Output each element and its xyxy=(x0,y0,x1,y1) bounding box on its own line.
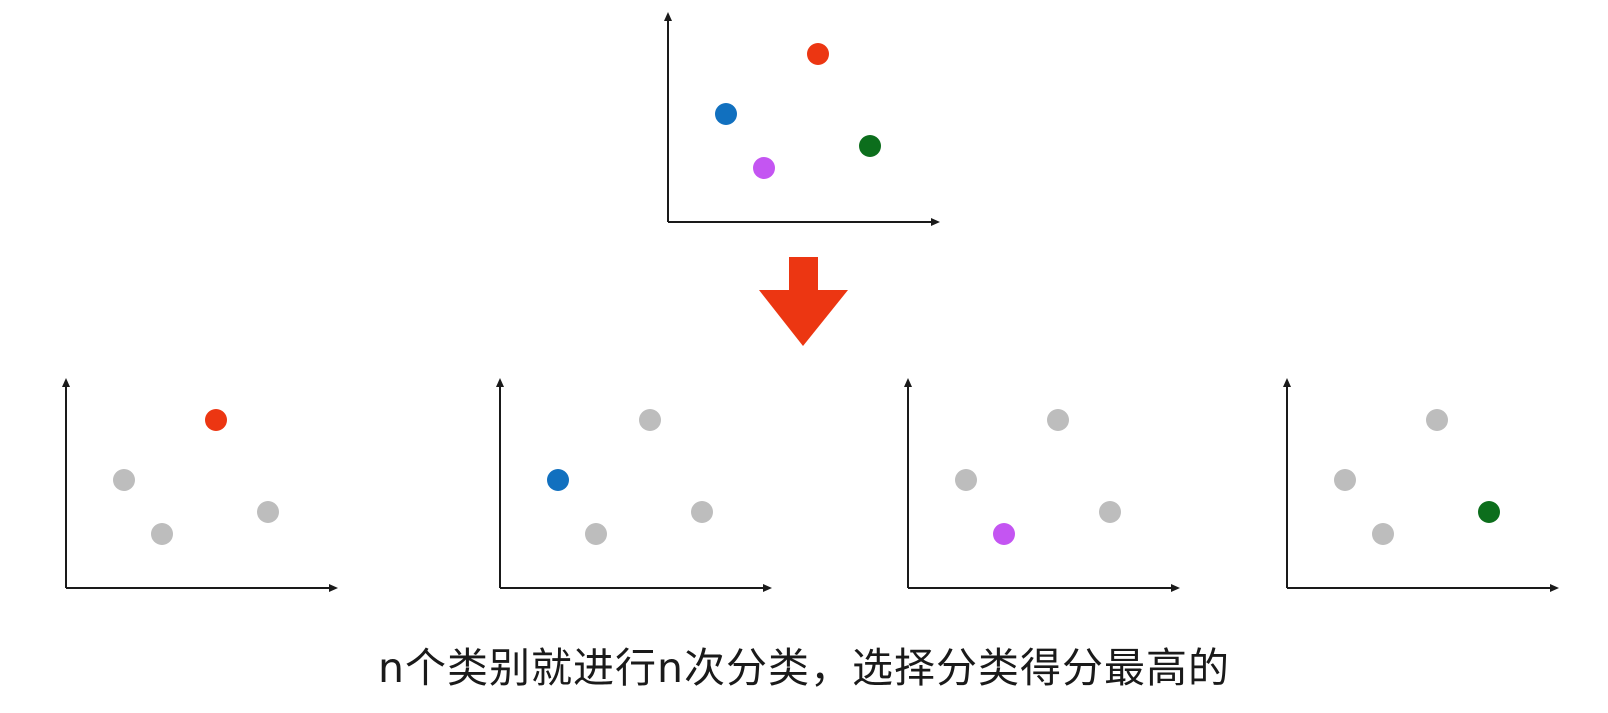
binary-plot-green-axes xyxy=(1283,378,1559,592)
binary-plot-red-axes xyxy=(62,378,338,592)
binary-plot-red-point-purple xyxy=(151,523,173,545)
binary-plot-green-point-purple xyxy=(1372,523,1394,545)
binary-plot-purple-y-arrowhead-icon xyxy=(904,378,912,387)
binary-plot-purple-point-blue xyxy=(955,469,977,491)
binary-plot-blue-point-purple xyxy=(585,523,607,545)
all-classes-plot-point-purple xyxy=(753,157,775,179)
binary-plot-green-point-green xyxy=(1478,501,1500,523)
binary-plot-green xyxy=(1283,378,1559,592)
all-classes-plot-point-green xyxy=(859,135,881,157)
binary-plot-red-y-arrowhead-icon xyxy=(62,378,70,387)
binary-plot-blue-point-red xyxy=(639,409,661,431)
all-classes-plot xyxy=(664,12,940,226)
binary-plot-red-x-arrowhead-icon xyxy=(329,584,338,592)
down-arrow-icon xyxy=(759,257,848,346)
down-arrow-shaft xyxy=(789,257,818,293)
binary-plot-purple-axes xyxy=(904,378,1180,592)
binary-plot-red-point-green xyxy=(257,501,279,523)
binary-plot-blue-x-arrowhead-icon xyxy=(763,584,772,592)
all-classes-plot-axes xyxy=(664,12,940,226)
all-classes-plot-x-arrowhead-icon xyxy=(931,218,940,226)
binary-plot-purple xyxy=(904,378,1180,592)
binary-plot-blue-point-green xyxy=(691,501,713,523)
binary-plot-green-y-arrowhead-icon xyxy=(1283,378,1291,387)
binary-plot-blue xyxy=(496,378,772,592)
binary-plot-blue-y-arrowhead-icon xyxy=(496,378,504,387)
binary-plot-green-point-blue xyxy=(1334,469,1356,491)
binary-plot-blue-axes xyxy=(496,378,772,592)
binary-plot-red xyxy=(62,378,338,592)
binary-plot-green-x-arrowhead-icon xyxy=(1550,584,1559,592)
binary-plot-green-point-red xyxy=(1426,409,1448,431)
binary-plot-purple-point-red xyxy=(1047,409,1069,431)
binary-plot-blue-point-blue xyxy=(547,469,569,491)
all-classes-plot-point-red xyxy=(807,43,829,65)
binary-plot-purple-x-arrowhead-icon xyxy=(1171,584,1180,592)
binary-plot-red-point-red xyxy=(205,409,227,431)
binary-plot-red-point-blue xyxy=(113,469,135,491)
diagram-caption: n个类别就进行n次分类，选择分类得分最高的 xyxy=(378,644,1230,692)
all-classes-plot-y-arrowhead-icon xyxy=(664,12,672,21)
all-classes-plot-point-blue xyxy=(715,103,737,125)
binary-plot-purple-point-green xyxy=(1099,501,1121,523)
binary-plot-purple-point-purple xyxy=(993,523,1015,545)
diagram-canvas xyxy=(62,12,1559,592)
down-arrow-head xyxy=(759,290,848,346)
